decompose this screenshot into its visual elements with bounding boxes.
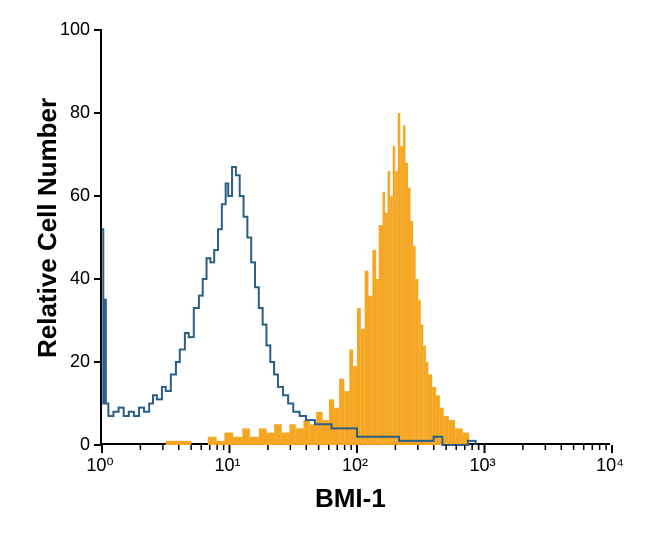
flow-cytometry-chart: Relative Cell Number BMI-1 0 20 40 60 80 100 1…	[0, 0, 650, 539]
y-tick-label: 0	[40, 434, 90, 455]
y-tick-label: 20	[40, 351, 90, 372]
y-axis-label: Relative Cell Number	[32, 97, 63, 357]
y-tick-label: 100	[40, 19, 90, 40]
plot-area	[100, 30, 610, 445]
x-axis-label: BMI-1	[315, 483, 386, 514]
x-tick-label: 10²	[342, 455, 368, 476]
y-tick-label: 40	[40, 268, 90, 289]
x-tick-label: 10⁰	[86, 455, 113, 476]
x-tick-label: 10¹	[214, 455, 240, 476]
x-tick-label: 10³	[469, 455, 495, 476]
y-tick-label: 60	[40, 185, 90, 206]
y-tick-label: 80	[40, 102, 90, 123]
plot-svg	[102, 30, 610, 443]
x-tick-label: 10⁴	[596, 455, 624, 476]
